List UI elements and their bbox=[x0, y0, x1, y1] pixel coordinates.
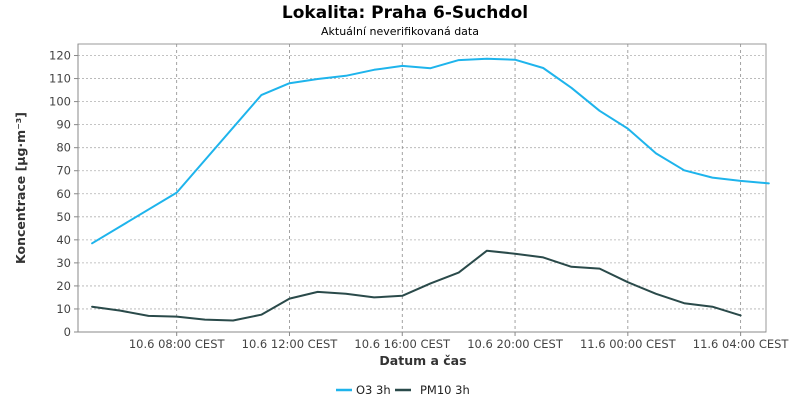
plot-area bbox=[77, 43, 767, 333]
y-tick-label: 80 bbox=[56, 141, 71, 155]
y-axis: 0 10 20 30 40 50 60 70 80 90 100 110 120 bbox=[49, 44, 79, 339]
legend: O3 3h PM10 3h bbox=[336, 383, 470, 397]
legend-label: PM10 3h bbox=[420, 383, 470, 397]
y-tick-label: 90 bbox=[56, 118, 71, 132]
legend-label: O3 3h bbox=[356, 383, 391, 397]
y-tick-label: 70 bbox=[56, 164, 71, 178]
x-tick-label: 10.6 16:00 CEST bbox=[354, 337, 451, 351]
y-tick-label: 60 bbox=[56, 187, 71, 201]
y-tick-label: 20 bbox=[56, 279, 71, 293]
x-tick-label: 11.6 04:00 CEST bbox=[693, 337, 790, 351]
y-tick-label: 110 bbox=[49, 72, 71, 86]
y-tick-label: 120 bbox=[49, 49, 71, 63]
x-tick-label: 10.6 12:00 CEST bbox=[242, 337, 339, 351]
y-tick-label: 100 bbox=[49, 95, 71, 109]
chart-title: Lokalita: Praha 6-Suchdol bbox=[282, 3, 528, 23]
x-axis-label: Datum a čas bbox=[379, 353, 466, 368]
series-line-o3 bbox=[91, 57, 770, 245]
x-tick-label: 11.6 00:00 CEST bbox=[580, 337, 677, 351]
y-tick-label: 0 bbox=[64, 325, 71, 339]
series-layer bbox=[91, 57, 770, 322]
series-line-pm10 bbox=[91, 249, 742, 322]
y-tick-label: 40 bbox=[56, 233, 71, 247]
y-tick-label: 30 bbox=[56, 256, 71, 270]
y-tick-label: 10 bbox=[56, 302, 71, 316]
x-tick-label: 10.6 08:00 CEST bbox=[129, 337, 226, 351]
y-axis-label: Koncentrace [µg·m⁻³] bbox=[13, 112, 28, 264]
grid-lines bbox=[78, 44, 766, 332]
x-axis: 10.6 08:00 CEST 10.6 12:00 CEST 10.6 16:00… bbox=[78, 331, 790, 351]
chart-subtitle: Aktuální neverifikovaná data bbox=[321, 25, 479, 38]
x-tick-label: 10.6 20:00 CEST bbox=[467, 337, 564, 351]
y-tick-label: 50 bbox=[56, 210, 71, 224]
